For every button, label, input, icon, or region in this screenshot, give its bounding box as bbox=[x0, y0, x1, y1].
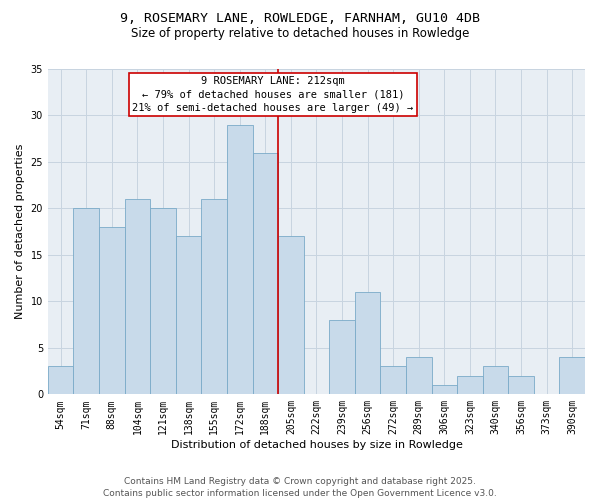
Bar bbox=[227, 125, 253, 394]
Bar bbox=[73, 208, 99, 394]
Bar bbox=[202, 199, 227, 394]
Bar bbox=[457, 376, 482, 394]
Bar bbox=[482, 366, 508, 394]
Bar bbox=[253, 152, 278, 394]
Y-axis label: Number of detached properties: Number of detached properties bbox=[15, 144, 25, 320]
X-axis label: Distribution of detached houses by size in Rowledge: Distribution of detached houses by size … bbox=[170, 440, 463, 450]
Bar bbox=[176, 236, 202, 394]
Bar bbox=[150, 208, 176, 394]
Text: 9, ROSEMARY LANE, ROWLEDGE, FARNHAM, GU10 4DB: 9, ROSEMARY LANE, ROWLEDGE, FARNHAM, GU1… bbox=[120, 12, 480, 26]
Bar bbox=[125, 199, 150, 394]
Bar bbox=[380, 366, 406, 394]
Text: Size of property relative to detached houses in Rowledge: Size of property relative to detached ho… bbox=[131, 28, 469, 40]
Bar bbox=[99, 227, 125, 394]
Bar bbox=[355, 292, 380, 394]
Bar bbox=[431, 385, 457, 394]
Bar bbox=[508, 376, 534, 394]
Text: Contains HM Land Registry data © Crown copyright and database right 2025.
Contai: Contains HM Land Registry data © Crown c… bbox=[103, 476, 497, 498]
Bar bbox=[329, 320, 355, 394]
Bar bbox=[278, 236, 304, 394]
Bar bbox=[559, 357, 585, 395]
Bar bbox=[406, 357, 431, 395]
Text: 9 ROSEMARY LANE: 212sqm
← 79% of detached houses are smaller (181)
21% of semi-d: 9 ROSEMARY LANE: 212sqm ← 79% of detache… bbox=[133, 76, 413, 113]
Bar bbox=[48, 366, 73, 394]
